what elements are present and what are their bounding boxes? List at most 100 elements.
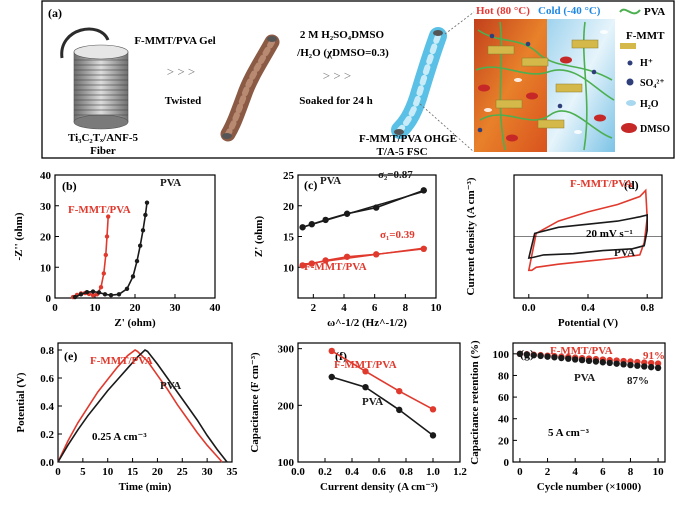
panel-b-point <box>116 292 122 297</box>
panel-d-xlabel: Potential (V) <box>558 317 619 329</box>
panel-d-xtick-label: 0.4 <box>581 302 595 314</box>
solution-line1: 2 M H₂SO₄DMSO <box>300 29 385 41</box>
panel-f-xlabel: Current density (A cm⁻³) <box>320 481 438 493</box>
legend-water: H₂O <box>640 99 659 110</box>
panel-g-ytick-label: 20 <box>498 435 510 447</box>
panel-e-ytick-label: 0.6 <box>40 373 54 385</box>
fiber-spool-illustration <box>60 27 129 130</box>
panel-b-xtick-label: 10 <box>90 302 102 314</box>
panel-c-xtick-label: 2 <box>311 302 317 314</box>
panel-b-point <box>101 271 107 276</box>
panel-g-point <box>530 352 537 359</box>
ohge-label-line1: F-MMT/PVA OHGE <box>359 133 457 145</box>
panel-e-xtick-label: 10 <box>102 466 114 478</box>
panel-c-annotation: σ₁=0.39 <box>380 229 415 241</box>
panel-g-point <box>537 352 544 360</box>
panel-c-ytick-label: 15 <box>283 232 295 244</box>
panel-f-xtick-label: 0.6 <box>372 466 386 478</box>
panel-e-xtick-label: 25 <box>177 466 189 478</box>
panel-e-series-fmmtpva <box>57 349 223 463</box>
panel-g-ytick-label: 80 <box>498 370 510 382</box>
panel-e-xtick-label: 35 <box>227 466 239 478</box>
panel-f-xtick-label: 0.8 <box>399 466 413 478</box>
panel-b-ytick-label: 40 <box>40 170 52 182</box>
panel-c-xtick-label: 10 <box>431 302 443 314</box>
panel-g-xtick-label: 10 <box>653 466 665 478</box>
panel-b-xtick-label: 40 <box>210 302 222 314</box>
panel-b-xlabel: Z' (ohm) <box>114 317 156 329</box>
panel-f-ytick-label: 100 <box>278 457 295 469</box>
panel-g-ylabel: Capacitance retention (%) <box>469 340 481 465</box>
panel-f-xtick-label: 0.4 <box>345 466 359 478</box>
panel-c-fit-line <box>302 246 427 265</box>
panel-b-point <box>102 292 108 297</box>
panel-b-ytick-label: 0 <box>46 293 52 305</box>
panel-e-ylabel: Potential (V) <box>15 372 27 433</box>
panel-b-point <box>108 293 114 298</box>
panel-c-xtick-label: 6 <box>372 302 378 314</box>
gel-label: F-MMT/PVA Gel <box>134 35 215 47</box>
panel-b-series-fmmtpva <box>72 216 109 298</box>
panel-g-point <box>544 353 551 360</box>
cold-label: Cold (-40 °C) <box>538 5 601 17</box>
panel-g-xtick-label: 2 <box>545 466 551 478</box>
panel-f-point <box>396 387 403 395</box>
molecular-zoom-illustration: Hot (80 °C) Cold (-40 °C) <box>474 5 615 152</box>
panel-d-series-pva <box>527 213 649 259</box>
panel-f-xtick-label: 0.0 <box>291 466 305 478</box>
panel-g-ytick-label: 0 <box>504 457 510 469</box>
panel-g-frame <box>512 342 666 463</box>
panel-g-xtick-label: 4 <box>572 466 578 478</box>
panel-e-ytick-label: 0.4 <box>40 401 54 413</box>
panel-b-xtick-label: 0 <box>52 302 58 314</box>
panel-d-ylabel: Current density (A cm⁻³) <box>465 177 477 295</box>
panel-g-point <box>627 361 634 369</box>
panel-g-point <box>641 363 648 370</box>
panel-b-ytick-label: 10 <box>40 262 52 274</box>
panel-b-point <box>143 212 148 218</box>
panel-b-point <box>130 274 136 279</box>
panel-d-cv-plot: 0.0 0.4 0.8 Potential (V) Current density (A… <box>465 174 663 329</box>
panel-e-legend-label: F-MMT/PVA <box>90 355 153 367</box>
panel-e-annotation: 0.25 A cm⁻³ <box>92 431 147 443</box>
panel-g-point <box>571 356 579 363</box>
panel-c-annotation: σ₂=0.87 <box>378 169 413 181</box>
panel-g-point <box>654 364 662 372</box>
ohge-label-line2: T/A-5 FSC <box>376 146 427 158</box>
panel-c-ytick-label: 10 <box>283 262 295 274</box>
panel-c-ytick-label: 25 <box>283 170 295 182</box>
panel-c-xlabel: ω^-1/2 (Hz^-1/2) <box>327 317 407 329</box>
panel-f-legend-label: PVA <box>362 396 383 408</box>
panel-g-point <box>523 351 531 358</box>
panel-e-xtick-label: 5 <box>80 466 86 478</box>
panel-c-warburg-plot: 2 4 6 8 10 10 15 20 25 ω^-1/2 (Hz^-1/2) Z' (ohm) (c… <box>253 169 442 329</box>
panel-d-legend-label: F-MMT/PVA <box>570 178 633 190</box>
panel-b-nyquist-plot: 0 10 20 30 40 0 10 20 30 40 Z' (ohm) -Z'' (ohm) (b) F… <box>13 170 221 329</box>
panel-g-point <box>551 354 558 361</box>
panel-g-point <box>565 355 572 362</box>
panel-c-point <box>299 224 306 231</box>
panel-g-xlabel: Cycle number (×1000) <box>537 481 642 493</box>
panel-c-ytick-label: 20 <box>283 201 295 213</box>
panel-b-point <box>134 258 140 264</box>
panel-f-point <box>429 406 437 413</box>
panel-g-ytick-label: 60 <box>498 392 510 404</box>
zoom-guide-lines <box>419 11 475 153</box>
panel-b-frame <box>54 174 216 299</box>
panel-f-xtick-label: 1.2 <box>453 466 467 478</box>
panel-d-series-fmmtpva <box>527 188 649 272</box>
panel-b-legend-label: PVA <box>160 177 181 189</box>
panel-c-ylabel: Z' (ohm) <box>253 216 265 258</box>
panel-b-xtick-label: 20 <box>130 302 142 314</box>
panel-f-point <box>362 384 369 391</box>
panel-c-xtick-label: 4 <box>341 302 347 314</box>
panel-b-point <box>98 285 104 290</box>
fiber-label-line1: Ti₃C₂Tₓ/ANF-5 <box>68 132 139 144</box>
panel-f-point <box>429 432 437 439</box>
soak-label: Soaked for 24 h <box>299 95 372 107</box>
panel-b-xtick-label: 30 <box>170 302 182 314</box>
panel-d-legend-label: PVA <box>614 247 635 259</box>
arrows-2: > > > <box>323 68 352 83</box>
